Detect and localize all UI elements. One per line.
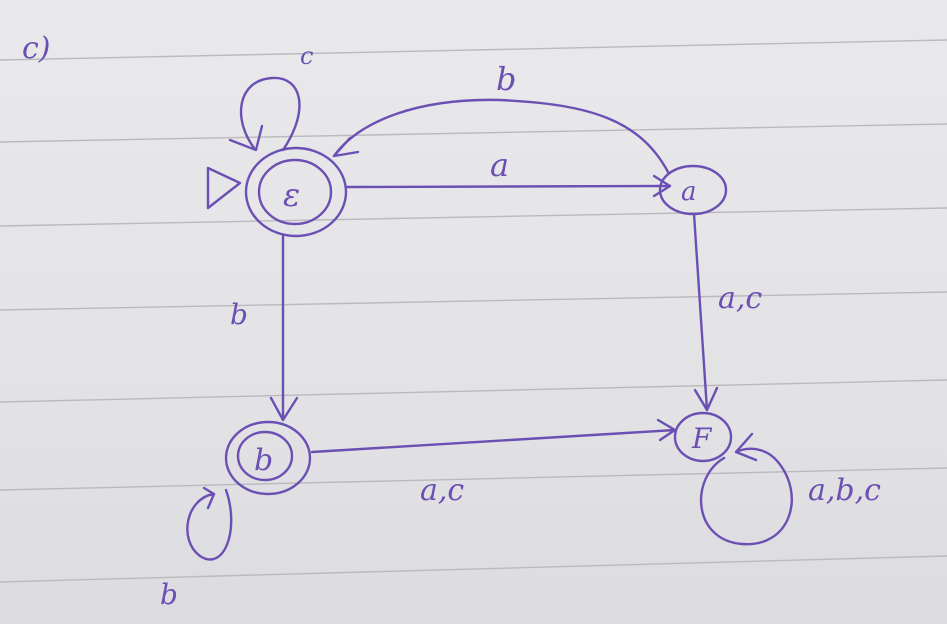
label-a-to-F: a,c — [718, 281, 762, 316]
transition-eps-to-b: b — [230, 234, 299, 422]
state-F: F — [673, 411, 733, 463]
ruled-lines — [0, 39, 947, 583]
label-b-to-F: a,c — [420, 473, 464, 508]
start-arrow-icon — [206, 166, 242, 210]
transition-b-to-F: a,c — [310, 418, 677, 508]
label-a-to-eps: b — [496, 60, 516, 98]
label-F-loop: a,b,c — [808, 473, 881, 508]
state-b: b — [224, 420, 312, 496]
label-eps-loop: c — [300, 42, 313, 70]
state-a: a — [658, 164, 728, 216]
transition-eps-self-loop: c — [228, 42, 313, 152]
label-eps-to-b: b — [230, 298, 248, 331]
state-epsilon: ε — [244, 146, 348, 238]
label-eps-to-a: a — [490, 146, 509, 184]
transition-a-to-F: a,c — [692, 212, 762, 412]
label-b-loop: b — [160, 578, 178, 611]
state-epsilon-label: ε — [283, 176, 300, 214]
transition-F-self-loop: a,b,c — [699, 432, 881, 546]
transition-a-to-eps: b — [332, 60, 670, 174]
part-label: c) — [22, 31, 51, 66]
state-a-label: a — [681, 177, 697, 207]
state-F-label: F — [691, 422, 713, 455]
transition-eps-to-a: a — [345, 146, 672, 198]
state-b-label: b — [254, 443, 273, 478]
transition-b-self-loop: b — [160, 486, 233, 611]
